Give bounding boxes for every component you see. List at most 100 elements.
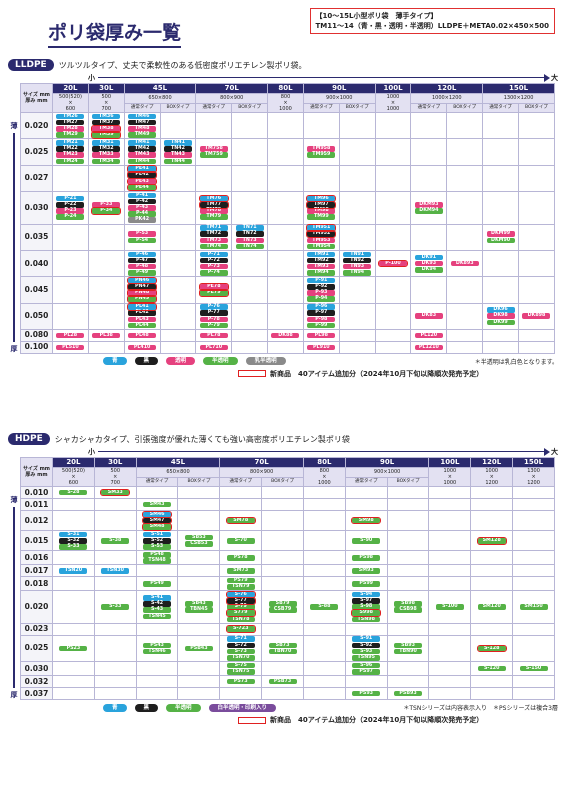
thickness: 0.045 [20, 276, 53, 304]
cell [338, 138, 376, 166]
cell: P-46 P-47 P-48 P-49 [123, 249, 161, 278]
cell [135, 661, 179, 677]
legend: 青黒透明 半透明 乳半透明 ＊半透明は乳白色となります。 [103, 357, 558, 366]
cell [470, 498, 514, 511]
size: 900×1000 [344, 467, 430, 478]
product-code: TM959 [307, 152, 336, 158]
cell: P-76 P-77 P-78 P-79 [195, 302, 233, 330]
thickness-row: 0.040 P-46 P-47 P-48 P-49 P-71 P-72 P-73 P-74 TM9… [20, 249, 556, 278]
product-code: TM36 [92, 113, 121, 120]
cell [219, 498, 263, 511]
cell [159, 164, 197, 193]
product-code: TSN45 [143, 613, 172, 620]
cell [267, 164, 304, 193]
cell [177, 509, 221, 532]
cell [267, 340, 304, 354]
cell: TM26 TM27 TM28 TM29 [52, 111, 89, 140]
product-code: TM38 [91, 125, 122, 133]
product-code: TN91 [343, 251, 372, 258]
product-code: TM94 [307, 270, 336, 276]
cell [159, 328, 197, 342]
cell [512, 622, 555, 636]
type: BOXタイプ [159, 102, 197, 113]
cell: P-21 P-22 P-23 P-24 [52, 191, 89, 225]
product-code: TN44 [163, 158, 192, 165]
cell [410, 111, 448, 140]
note-line: 【10～15L小型ポリ袋 薄手タイプ】 [315, 12, 438, 20]
product-code: P-46 [128, 251, 157, 258]
cell [374, 340, 412, 354]
thickness-row: 0.023 S-723 [20, 622, 555, 636]
cell [267, 223, 304, 251]
cell: PS98 [344, 550, 388, 566]
size: 500(520) × 600 [52, 467, 95, 487]
product-code: PE79 [198, 289, 229, 297]
product-code: P-73 [199, 263, 228, 270]
product-code: TM954 [307, 243, 336, 250]
type: 通常タイプ [135, 476, 179, 487]
cell [410, 223, 448, 251]
cell [219, 687, 263, 701]
thickness: 0.037 [20, 687, 53, 701]
product-code: S-53 [143, 544, 172, 550]
product-code: CSB53 [184, 541, 213, 547]
product-code: PS98 [352, 555, 381, 561]
cell [446, 138, 484, 166]
size: 900×1000 [302, 93, 376, 104]
thickness-row: 0.025 TM21 TM22 TM23 TM24 TM31 TM32 TM33 TM34 TM4… [20, 138, 556, 166]
thickness-row: 0.080 PL28 PL38 PL48 PL78 DK88 PL98 PL120 [20, 328, 556, 342]
cell: TM96 TM97 TM98 TM99 [302, 191, 340, 225]
capacity: 20L [52, 83, 89, 94]
cell [302, 486, 346, 499]
thickness: 0.016 [20, 550, 53, 566]
product-code: PL510 [56, 344, 85, 351]
thickness: 0.012 [20, 509, 53, 532]
cell [428, 486, 472, 499]
title: ポリ袋厚み一覧 [48, 18, 182, 48]
cell: PS73 [219, 675, 263, 689]
cell [302, 622, 346, 636]
cell [87, 340, 125, 354]
product-code: TSN70 [226, 654, 255, 661]
product-code: SM120 [477, 604, 506, 610]
product-code: S-43 [143, 607, 172, 613]
cell [159, 340, 197, 354]
capacity: 30L [93, 457, 137, 468]
cell [135, 622, 179, 636]
cell [219, 486, 263, 499]
product-code: PL78 [199, 332, 228, 339]
cell: PS43 TSN46 [135, 634, 179, 663]
product-code: TM27 [56, 119, 85, 126]
cell [512, 509, 555, 532]
capacity: 70L [219, 457, 304, 468]
scale-large: 大 [551, 73, 558, 82]
cell [470, 622, 514, 636]
product-code: TM77 [198, 200, 229, 209]
product-code: DKM99 [486, 231, 515, 237]
corner: サイズ mm 厚み mm [20, 83, 53, 113]
cell [428, 509, 472, 532]
thickness-row: 0.011 SM43 [20, 498, 555, 511]
cell [261, 498, 304, 511]
cell: S-100 [428, 590, 472, 624]
cell: TM46 TM47 TM48 TM49 [123, 111, 161, 140]
product-code: DK893 [450, 260, 479, 267]
product-code: P-33 [92, 201, 121, 208]
product-code: S-41 [143, 594, 172, 601]
cell: SM46 SM47 SM48 [135, 509, 179, 532]
thickness-table: サイズ mm 厚み mm 20L 30L 45L 70L 80L 90L 100L 120L 150… [20, 83, 556, 354]
product-code: PL1210 [414, 344, 443, 351]
cell: TM71 TM72 TM73 TM74 [195, 223, 233, 251]
cell [470, 564, 514, 578]
cell [512, 498, 555, 511]
cell: S-41 S-42 S-43 TSN45 [135, 590, 179, 624]
cell [135, 486, 179, 499]
cell [386, 576, 430, 592]
product-code: TM78 [199, 208, 228, 214]
product-code: TN92 [343, 257, 372, 264]
cell [470, 576, 514, 592]
thickness: 0.027 [20, 164, 53, 193]
cell [261, 530, 304, 552]
cell [374, 191, 412, 225]
footnote: ＊TSNシリーズは内容表示入り ＊PSシリーズは複合3層 [403, 705, 558, 713]
